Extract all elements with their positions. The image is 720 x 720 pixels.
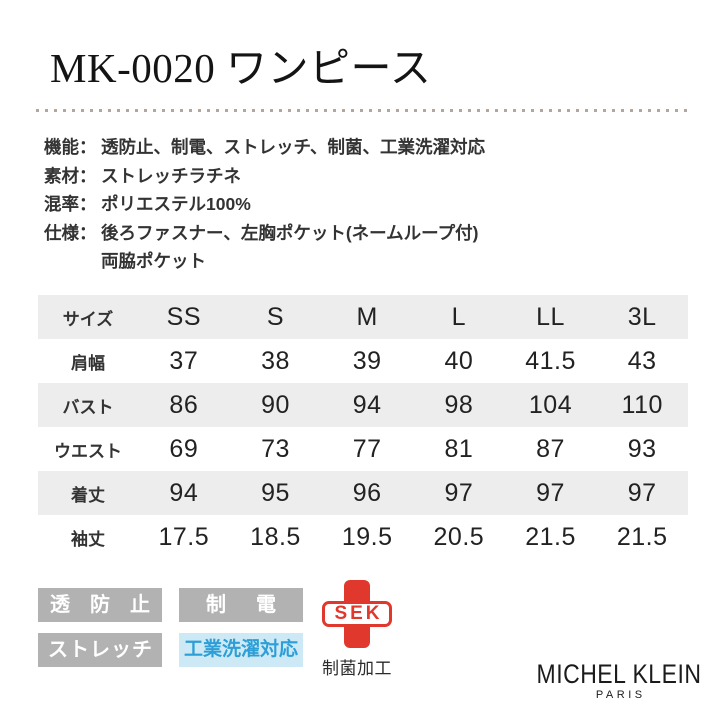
spec-label: [44, 247, 101, 276]
row-label: バスト: [62, 397, 114, 417]
value-cell: 38: [261, 346, 290, 375]
spec-list: 機能： 透防止、制電、ストレッチ、制菌、工業洗濯対応 素材： ストレッチラチネ …: [44, 133, 485, 276]
value-cell: 81: [444, 434, 474, 463]
spec-line-composition: 混率： ポリエステル100%: [44, 190, 485, 219]
sek-cross-icon: SEK: [322, 580, 392, 648]
spec-label: 仕様：: [44, 222, 97, 243]
brand-name: MICHEL KLEIN: [536, 658, 702, 689]
value-cell: 98: [444, 390, 474, 419]
value-cell: 39: [352, 346, 382, 375]
badge-stretch: ストレッチ: [38, 633, 162, 667]
spec-label: 機能：: [44, 137, 97, 157]
table-row-waist: ウエスト 69 73 77 81 87 93: [38, 427, 688, 471]
badge-industrial-wash: 工業洗濯対応: [179, 633, 303, 667]
header-cell: 3L: [627, 302, 657, 331]
value-cell: 21.5: [616, 522, 668, 551]
value-cell: 21.5: [525, 522, 576, 551]
value-cell: 86: [169, 390, 199, 419]
sek-label: SEK: [334, 603, 383, 624]
badge-anti-static: 制電: [179, 588, 303, 622]
header-cell: M: [356, 302, 378, 331]
dotted-divider: [36, 109, 688, 112]
page-title: MK-0020 ワンピース: [50, 45, 432, 91]
value-cell: 37: [169, 346, 199, 375]
spec-label: 混率：: [44, 194, 97, 214]
header-cell: LL: [536, 302, 565, 331]
value-cell: 19.5: [341, 522, 393, 551]
value-cell: 87: [536, 434, 565, 463]
value-cell: 97: [444, 478, 474, 507]
value-cell: 77: [352, 434, 382, 463]
table-row-bust: バスト 86 90 94 98 104 110: [38, 383, 688, 427]
value-cell: 90: [261, 390, 290, 419]
value-cell: 97: [627, 478, 657, 507]
value-cell: 94: [169, 478, 199, 507]
size-table: サイズ SS S M L LL 3L 肩幅 37 38 39 40 41.5 4…: [38, 295, 688, 559]
header-cell-size: サイズ: [62, 309, 114, 329]
value-cell: 104: [528, 390, 573, 419]
value-cell: 17.5: [158, 522, 210, 551]
spec-value: 両脇ポケット: [101, 251, 206, 271]
sek-certification-mark: SEK 制菌加工: [320, 580, 394, 679]
spec-line-details: 仕様： 後ろファスナー、左胸ポケット(ネームループ付): [44, 219, 485, 248]
row-label: 肩幅: [71, 353, 105, 373]
brand-logo: MICHEL KLEIN PARIS: [533, 658, 705, 701]
value-cell: 40: [444, 346, 474, 375]
value-cell: 97: [536, 478, 565, 507]
badge-see-through-prevention: 透防止: [38, 588, 162, 622]
value-cell: 96: [352, 478, 382, 507]
value-cell: 93: [627, 434, 657, 463]
row-label: 着丈: [71, 485, 105, 505]
spec-value: 透防止、制電、ストレッチ、制菌、工業洗濯対応: [101, 137, 485, 157]
value-cell: 18.5: [250, 522, 301, 551]
spec-value: ポリエステル100%: [101, 194, 251, 214]
spec-line-details-continued: 両脇ポケット: [44, 247, 485, 276]
value-cell: 43: [627, 346, 657, 375]
spec-line-function: 機能： 透防止、制電、ストレッチ、制菌、工業洗濯対応: [44, 133, 485, 162]
value-cell: 73: [261, 434, 290, 463]
table-row-shoulder: 肩幅 37 38 39 40 41.5 43: [38, 339, 688, 383]
spec-value: ストレッチラチネ: [101, 165, 241, 186]
value-cell: 95: [261, 478, 290, 507]
spec-label: 素材：: [44, 165, 97, 186]
sek-cross-horizontal-bar: [322, 601, 392, 627]
row-label: 袖丈: [71, 529, 105, 549]
value-cell: 110: [621, 390, 663, 419]
value-cell: 69: [169, 434, 199, 463]
table-row-length: 着丈 94 95 96 97 97 97: [38, 471, 688, 515]
spec-line-material: 素材： ストレッチラチネ: [44, 162, 485, 191]
spec-value: 後ろファスナー、左胸ポケット(ネームループ付): [101, 222, 479, 243]
table-row-sleeve: 袖丈 17.5 18.5 19.5 20.5 21.5 21.5: [38, 515, 688, 559]
header-cell: L: [451, 302, 467, 331]
value-cell: 94: [352, 390, 382, 419]
header-cell: SS: [166, 302, 202, 331]
size-table-header-row: サイズ SS S M L LL 3L: [38, 295, 688, 339]
header-cell: S: [266, 302, 285, 331]
sek-caption: 制菌加工: [322, 659, 392, 678]
row-label: ウエスト: [54, 441, 122, 461]
value-cell: 41.5: [525, 346, 576, 375]
value-cell: 20.5: [433, 522, 485, 551]
brand-city: PARIS: [595, 689, 646, 701]
